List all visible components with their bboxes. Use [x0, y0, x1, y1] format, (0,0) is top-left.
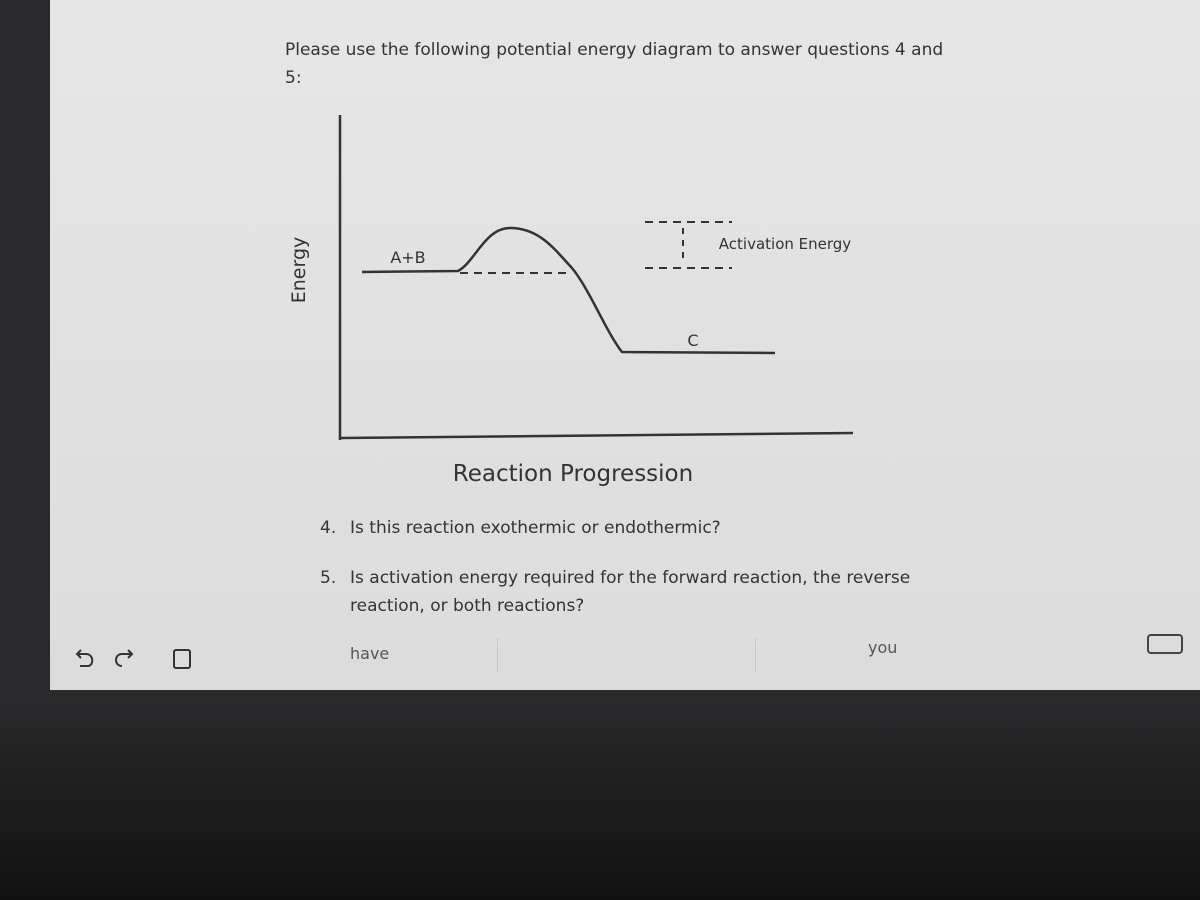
suggestion[interactable]: you	[868, 638, 898, 657]
question-number: 5.	[320, 568, 337, 588]
prompt: Please use the following potential energ…	[285, 40, 944, 88]
reactants-label: A+B	[390, 248, 425, 267]
keyboard-button[interactable]	[1146, 632, 1186, 656]
energy-curve	[361, 226, 776, 355]
keyboard-area	[0, 690, 1200, 900]
divider	[755, 638, 756, 672]
question-text: Is activation energy required for the fo…	[350, 568, 911, 616]
bezel	[0, 0, 50, 690]
divider	[497, 638, 498, 672]
suggestion[interactable]: have	[350, 644, 390, 663]
question-number: 4.	[320, 518, 337, 538]
question-text: Is this reaction exothermic or endotherm…	[350, 518, 721, 538]
toolbar	[75, 649, 191, 669]
annotation: Activation Energy	[719, 235, 852, 253]
x-axis	[339, 431, 854, 440]
suggestion-bar: have you	[240, 636, 1140, 676]
x-axis-label: Reaction Progression	[453, 461, 693, 487]
screen	[50, 0, 1200, 690]
keyboard-icon	[1147, 634, 1183, 654]
product-label: C	[687, 331, 698, 350]
energy-diagram: A+B Activation Energy C Energy Reaction …	[288, 115, 854, 487]
redo-button[interactable]	[115, 649, 134, 667]
y-axis-label: Energy	[288, 237, 310, 304]
undo-button[interactable]	[75, 649, 94, 667]
clipboard-button[interactable]	[173, 649, 191, 669]
